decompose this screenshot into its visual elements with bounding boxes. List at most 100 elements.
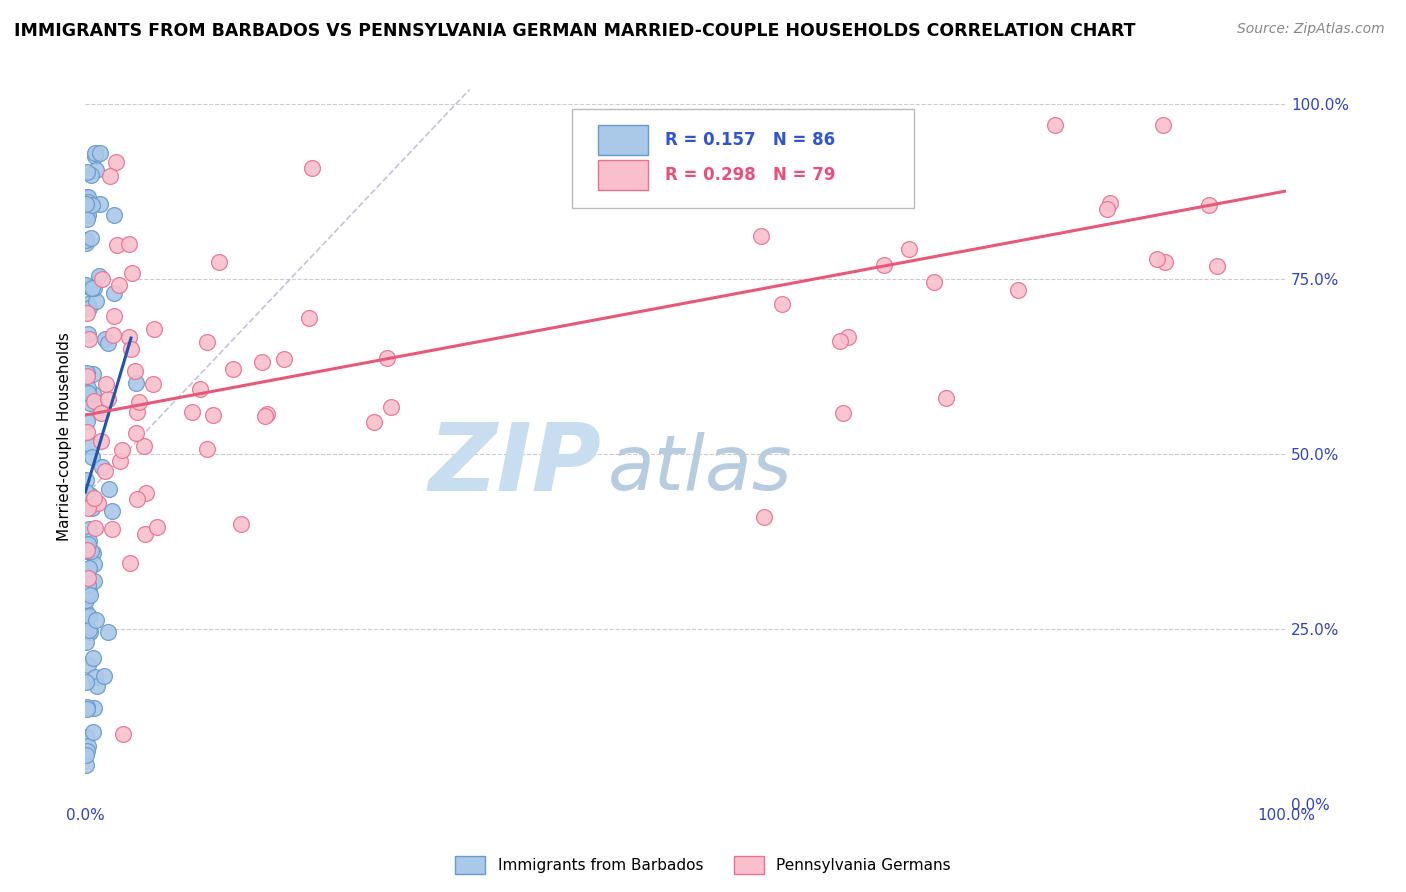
Point — [77, 609, 100, 624]
Point — [82, 724, 104, 739]
Point — [101, 523, 124, 537]
Point — [935, 391, 957, 405]
Point — [111, 727, 134, 741]
Point — [134, 526, 156, 541]
Point — [75, 748, 97, 763]
Point — [83, 557, 105, 571]
Point — [75, 593, 97, 607]
Point — [77, 195, 100, 210]
Point — [89, 145, 111, 160]
Point — [201, 409, 224, 423]
Point — [146, 520, 169, 534]
Point — [110, 454, 132, 468]
FancyBboxPatch shape — [598, 125, 648, 154]
Point — [77, 332, 100, 346]
Point — [143, 322, 166, 336]
Point — [80, 168, 103, 182]
Point — [90, 406, 112, 420]
Point — [832, 406, 855, 420]
Point — [77, 381, 100, 395]
Point — [75, 473, 97, 487]
Point — [77, 623, 100, 637]
Point — [83, 701, 105, 715]
Point — [94, 464, 117, 478]
Point — [830, 334, 852, 348]
Text: R = 0.157   N = 86: R = 0.157 N = 86 — [665, 131, 835, 149]
Point — [128, 395, 150, 409]
Point — [80, 493, 103, 508]
Point — [252, 355, 274, 369]
Point — [97, 392, 120, 406]
Point — [75, 544, 97, 558]
Point — [1205, 259, 1227, 273]
Point — [181, 404, 204, 418]
Point — [1097, 202, 1119, 217]
Point — [222, 362, 245, 376]
Point — [90, 459, 112, 474]
Point — [125, 426, 148, 441]
Point — [256, 407, 278, 421]
Point — [75, 730, 97, 744]
Point — [922, 275, 945, 289]
Point — [188, 382, 211, 396]
Point — [76, 386, 98, 401]
Point — [86, 679, 108, 693]
Point — [87, 496, 110, 510]
FancyBboxPatch shape — [572, 109, 914, 208]
Y-axis label: Married-couple Households: Married-couple Households — [58, 332, 72, 541]
Point — [84, 521, 107, 535]
Point — [101, 504, 124, 518]
Point — [75, 197, 97, 211]
Point — [94, 377, 117, 392]
Point — [83, 149, 105, 163]
Point — [1152, 118, 1174, 132]
Point — [121, 266, 143, 280]
Point — [76, 543, 98, 558]
Point — [120, 342, 142, 356]
Point — [76, 501, 98, 516]
Point — [77, 522, 100, 536]
Point — [75, 758, 97, 772]
Text: atlas: atlas — [607, 432, 792, 506]
Point — [195, 442, 218, 456]
Point — [90, 434, 112, 449]
Point — [79, 488, 101, 502]
Point — [98, 482, 121, 496]
Point — [101, 328, 124, 343]
Point — [76, 165, 98, 179]
Point — [76, 700, 98, 714]
Point — [754, 510, 776, 524]
Point — [75, 635, 97, 649]
Point — [103, 285, 125, 300]
Point — [83, 491, 105, 505]
Point — [231, 517, 253, 532]
Point — [77, 296, 100, 310]
Point — [77, 739, 100, 754]
Point — [83, 393, 105, 408]
Point — [195, 335, 218, 350]
Point — [76, 368, 98, 383]
Point — [76, 190, 98, 204]
Point — [76, 702, 98, 716]
Point — [1099, 196, 1122, 211]
Point — [132, 439, 155, 453]
Point — [86, 613, 108, 627]
Point — [124, 364, 146, 378]
Point — [1153, 254, 1175, 268]
Text: Source: ZipAtlas.com: Source: ZipAtlas.com — [1237, 22, 1385, 37]
Point — [105, 155, 128, 169]
Legend: Immigrants from Barbados, Pennsylvania Germans: Immigrants from Barbados, Pennsylvania G… — [449, 850, 957, 880]
Point — [83, 281, 105, 295]
Point — [873, 258, 896, 272]
Point — [120, 557, 142, 571]
Text: ZIP: ZIP — [429, 419, 602, 511]
Point — [1146, 252, 1168, 266]
Point — [76, 485, 98, 500]
Point — [77, 537, 100, 551]
Point — [76, 306, 98, 320]
Point — [127, 491, 149, 506]
Point — [1198, 198, 1220, 212]
Point — [79, 396, 101, 410]
Point — [79, 624, 101, 639]
Point — [75, 233, 97, 247]
